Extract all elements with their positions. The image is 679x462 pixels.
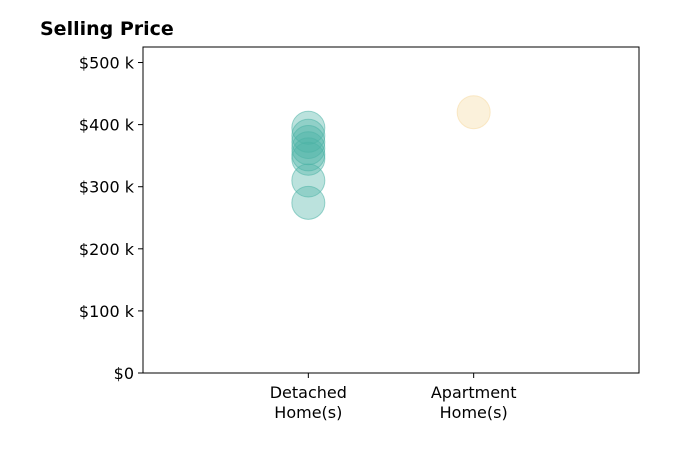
data-points	[291, 95, 491, 220]
data-point	[456, 95, 491, 130]
chart-title: Selling Price	[40, 18, 174, 40]
y-tick-label: $500 k	[79, 54, 135, 73]
data-point	[291, 185, 326, 220]
y-tick-label: $400 k	[79, 116, 135, 135]
data-point	[291, 137, 326, 172]
data-point	[291, 110, 326, 145]
plot-frame	[142, 46, 640, 374]
data-point	[291, 141, 326, 176]
y-axis: $0 $100 k $200 k $300 k $400 k $500 k	[79, 54, 143, 383]
y-tick-label: $200 k	[79, 240, 135, 259]
x-axis: Detached Home(s) Apartment Home(s)	[270, 373, 517, 422]
x-tick-label: Detached Home(s)	[270, 383, 347, 422]
y-tick-label: $100 k	[79, 302, 135, 321]
y-tick-label: $300 k	[79, 178, 135, 197]
y-tick-label: $0	[114, 364, 134, 383]
x-tick-label: Apartment Home(s)	[431, 383, 517, 422]
